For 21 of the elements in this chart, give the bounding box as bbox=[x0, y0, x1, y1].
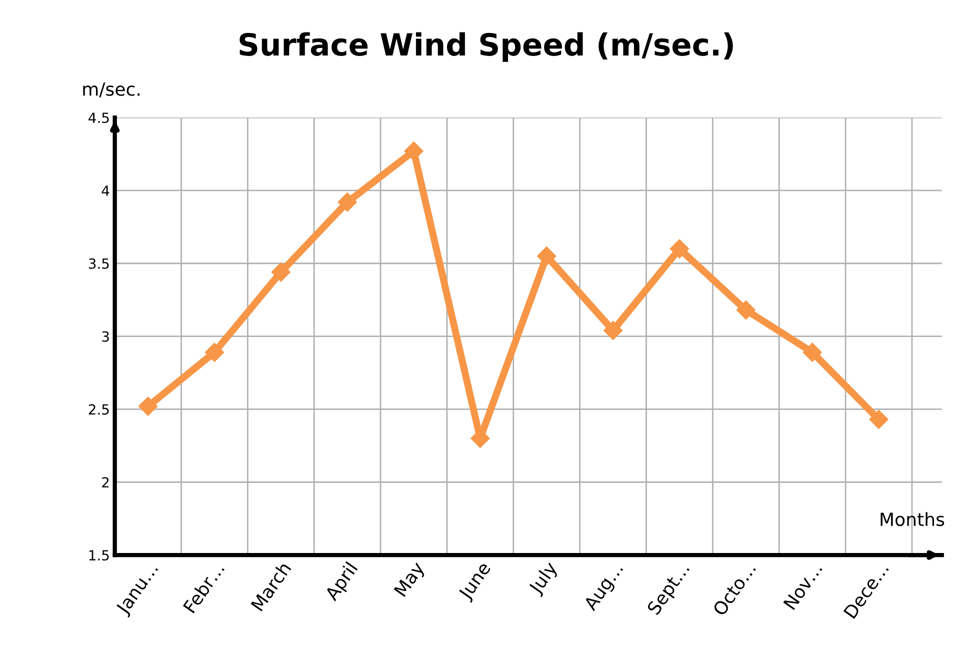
point bbox=[604, 320, 623, 340]
point bbox=[869, 410, 888, 429]
point bbox=[670, 239, 689, 258]
y-tick-label: 2.5 bbox=[88, 404, 109, 415]
point bbox=[404, 142, 424, 161]
point bbox=[736, 300, 756, 320]
y-tick-label: 3 bbox=[102, 331, 109, 342]
chart-title: Surface Wind Speed (m/sec.) bbox=[240, 32, 733, 62]
y-tick-label: 2 bbox=[102, 477, 109, 488]
point bbox=[138, 396, 158, 416]
point bbox=[271, 262, 290, 282]
x-axis-title: Months bbox=[880, 512, 944, 526]
point bbox=[537, 246, 556, 266]
y-tick-label: 4 bbox=[102, 186, 110, 196]
y-tick-label: 3.5 bbox=[88, 258, 109, 269]
y-axis-title: m/sec. bbox=[83, 82, 140, 98]
point bbox=[338, 192, 357, 212]
point bbox=[802, 342, 822, 362]
point bbox=[204, 342, 224, 362]
y-tick-label: 1.5 bbox=[89, 550, 109, 561]
y-tick-label: 4.5 bbox=[88, 112, 109, 124]
